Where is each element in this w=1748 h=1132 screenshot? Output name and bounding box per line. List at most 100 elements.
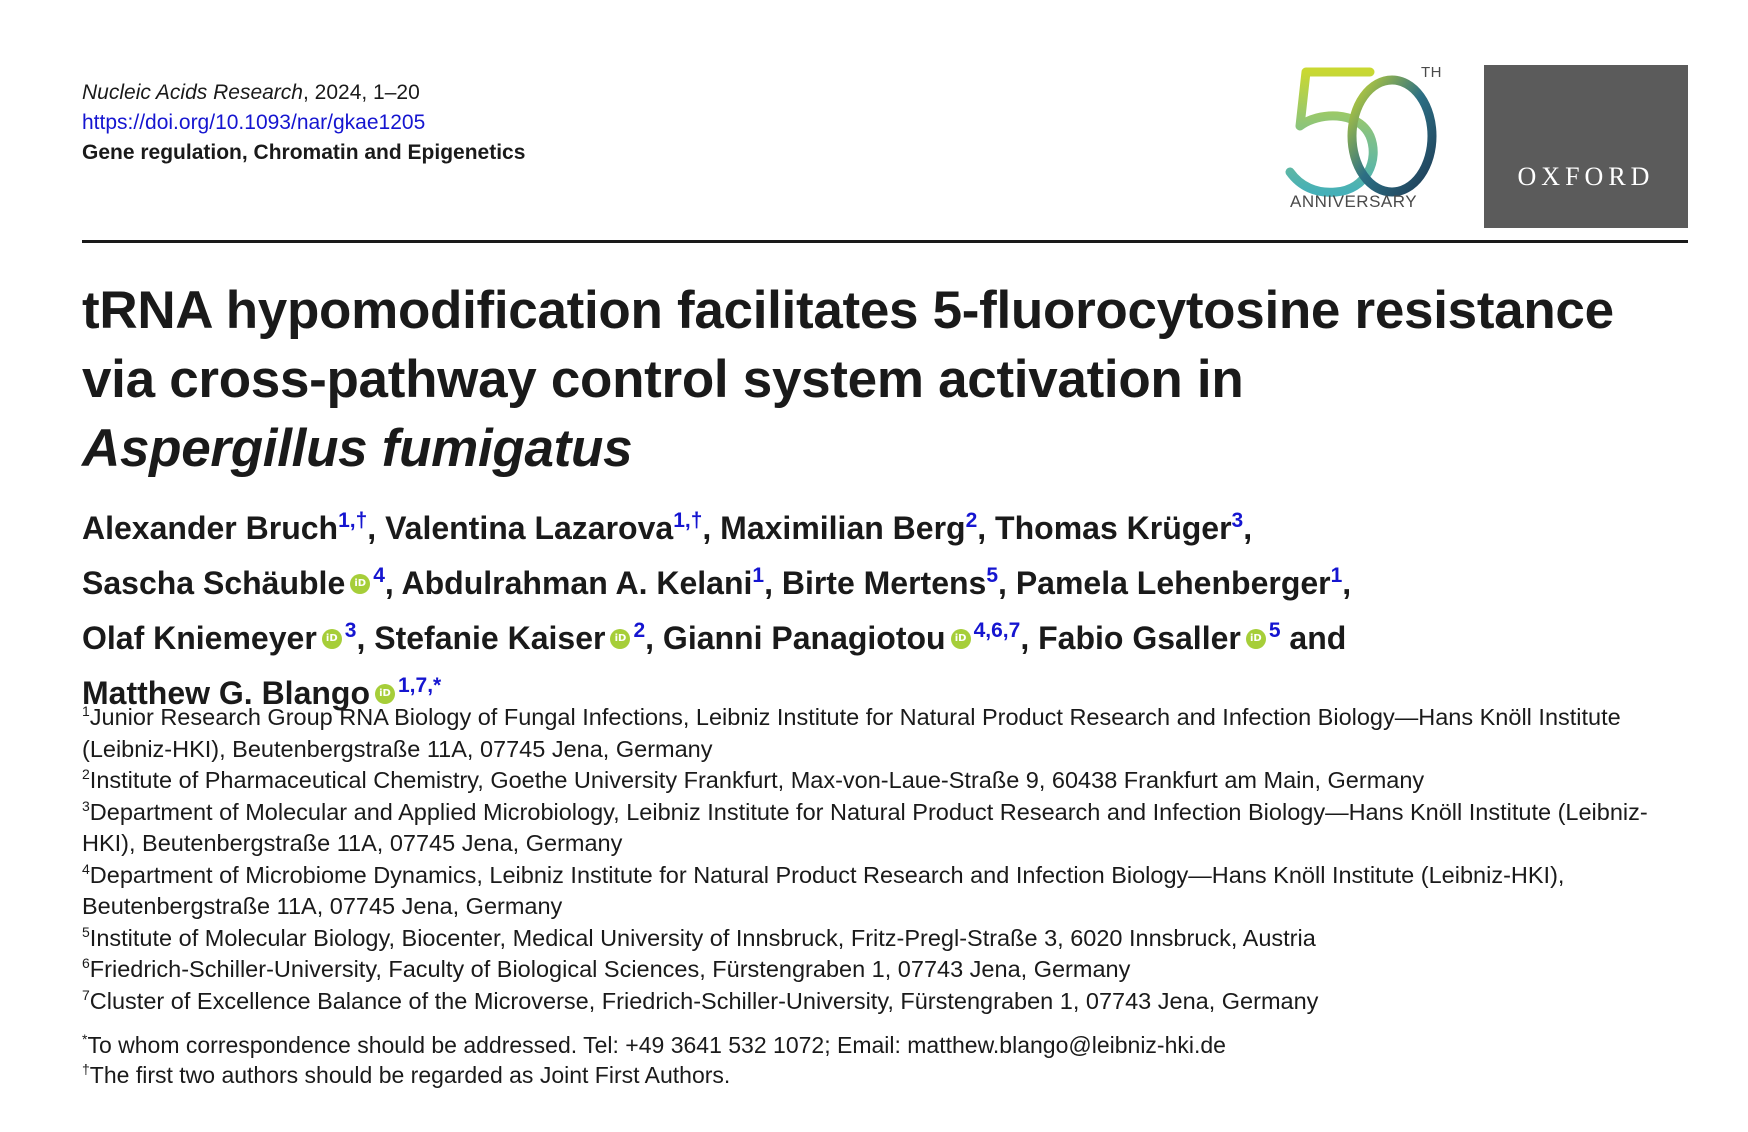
article-page: Nucleic Acids Research, 2024, 1–20 https… [82, 0, 1688, 1132]
author: Gianni Panagiotou iD 4,6,7, [662, 619, 1039, 656]
author-name: Gianni Panagiotou [662, 620, 946, 656]
author-separator: , [1342, 565, 1352, 601]
doi-link[interactable]: https://doi.org/10.1093/nar/gkae1205 [82, 111, 426, 134]
author: Fabio Gsaller iD 5 and [1038, 619, 1347, 656]
affiliation-text: Institute of Molecular Biology, Biocente… [89, 924, 1316, 951]
affiliation-item: 4Department of Microbiome Dynamics, Leib… [82, 860, 1688, 923]
author: Abdulrahman A. Kelani1, [401, 564, 782, 601]
author-affiliation-link[interactable]: 5 [986, 564, 999, 587]
author: Sascha Schäuble iD 4, [82, 564, 402, 601]
anniversary-50-graphic [1285, 67, 1437, 197]
affiliation-list: 1Junior Research Group RNA Biology of Fu… [82, 702, 1688, 1017]
author: Stefanie Kaiser iD 2, [374, 619, 663, 656]
author-name: Olaf Kniemeyer [82, 620, 317, 656]
author-name: Stefanie Kaiser [374, 620, 606, 656]
author-affiliation-link[interactable]: 2 [633, 619, 646, 642]
author-separator: and [1280, 620, 1347, 656]
author-affiliation-link[interactable]: 4,6,7 [973, 619, 1021, 642]
author: Olaf Kniemeyer iD 3, [82, 619, 375, 656]
author-affiliation-link[interactable]: 1,† [338, 509, 368, 532]
50th-anniversary-logo: TH ANNIVERSARY [1278, 64, 1448, 232]
author-name: Alexander Bruch [82, 510, 339, 546]
author-affiliation-link[interactable]: 3 [1231, 509, 1244, 532]
author-separator: , [367, 510, 386, 546]
orcid-icon[interactable]: iD [610, 629, 631, 649]
author-affiliation-link[interactable]: 2 [965, 509, 978, 532]
article-section: Gene regulation, Chromatin and Epigeneti… [82, 141, 526, 164]
author-separator: , [356, 620, 375, 656]
affiliation-item: 6Friedrich-Schiller-University, Faculty … [82, 954, 1688, 986]
author-separator: , [1243, 510, 1253, 546]
anniversary-label: ANNIVERSARY [1290, 192, 1418, 211]
oxford-publisher-logo: OXFORD [1484, 65, 1688, 228]
affiliation-item: 2Institute of Pharmaceutical Chemistry, … [82, 765, 1688, 797]
affiliation-text: Department of Molecular and Applied Micr… [82, 798, 1648, 857]
author-separator: , [977, 510, 996, 546]
affiliation-number: 2 [82, 766, 90, 782]
affiliation-item: 1Junior Research Group RNA Biology of Fu… [82, 702, 1688, 765]
author-separator: , [764, 565, 782, 601]
author-list: Alexander Bruch1,†, Valentina Lazarova1,… [82, 497, 1688, 717]
affiliation-number: 5 [82, 923, 90, 940]
author: Maximilian Berg2, [720, 509, 996, 546]
author: Thomas Krüger3, [995, 509, 1253, 546]
header-divider [82, 240, 1688, 243]
author-affiliation-link[interactable]: 5 [1268, 619, 1281, 642]
oxford-label: OXFORD [1517, 161, 1655, 191]
author-affiliation-link[interactable]: 1 [752, 564, 765, 587]
affiliation-number: 3 [82, 797, 90, 814]
author-name: Pamela Lehenberger [1015, 565, 1331, 601]
author-name: Birte Mertens [781, 565, 987, 601]
author-name: Sascha Schäuble [82, 565, 346, 601]
note-text: To whom correspondence should be address… [87, 1032, 1226, 1058]
article-header: Nucleic Acids Research, 2024, 1–20 https… [82, 64, 1688, 243]
author: Pamela Lehenberger1, [1015, 564, 1352, 601]
article-title-main: tRNA hypomodification facilitates 5-fluo… [82, 281, 1614, 409]
affiliation-item: 5Institute of Molecular Biology, Biocent… [82, 923, 1688, 955]
orcid-icon[interactable]: iD [950, 629, 971, 649]
author-name: Valentina Lazarova [385, 510, 674, 546]
author-note: †The first two authors should be regarde… [82, 1060, 1688, 1090]
article-title-species: Aspergillus fumigatus [82, 419, 633, 478]
author-name: Abdulrahman A. Kelani [401, 565, 753, 601]
affiliation-number: 6 [82, 955, 90, 971]
author-affiliation-link[interactable]: 1,7,* [398, 674, 442, 697]
author-affiliation-link[interactable]: 3 [344, 619, 357, 642]
affiliation-text: Cluster of Excellence Balance of the Mic… [89, 987, 1319, 1014]
author-note: *To whom correspondence should be addres… [82, 1030, 1688, 1060]
author: Alexander Bruch1,†, [82, 509, 386, 546]
author-affiliation-link[interactable]: 1 [1330, 564, 1343, 587]
author-affiliation-link[interactable]: 4 [373, 564, 385, 587]
author-separator: , [702, 510, 721, 546]
journal-name: Nucleic Acids Research [82, 81, 303, 104]
author-notes: *To whom correspondence should be addres… [82, 1030, 1688, 1090]
author-separator: , [1020, 620, 1039, 656]
affiliation-item: 3Department of Molecular and Applied Mic… [82, 797, 1688, 860]
article-title: tRNA hypomodification facilitates 5-fluo… [82, 276, 1688, 483]
author-separator: , [645, 620, 663, 656]
author: Matthew G. Blango iD 1,7,* [82, 674, 442, 711]
orcid-icon[interactable]: iD [1245, 629, 1266, 649]
author-name: Maximilian Berg [720, 510, 966, 546]
affiliation-number: 1 [82, 703, 90, 719]
author-separator: , [998, 565, 1016, 601]
author-separator: , [384, 565, 402, 601]
author-name: Fabio Gsaller [1038, 620, 1241, 656]
orcid-icon[interactable]: iD [350, 574, 371, 594]
affiliation-text: Friedrich-Schiller-University, Faculty o… [89, 956, 1131, 982]
note-mark: * [82, 1031, 88, 1047]
affiliation-number: 7 [82, 986, 90, 1003]
author-affiliation-link[interactable]: 1,† [673, 509, 703, 532]
orcid-icon[interactable]: iD [321, 629, 342, 649]
orcid-icon[interactable]: iD [375, 684, 395, 704]
note-mark: † [82, 1061, 90, 1077]
author: Birte Mertens5, [781, 564, 1016, 601]
affiliation-item: 7Cluster of Excellence Balance of the Mi… [82, 986, 1688, 1018]
affiliation-text: Institute of Pharmaceutical Chemistry, G… [89, 767, 1425, 793]
anniversary-th-label: TH [1421, 64, 1442, 81]
author-name: Matthew G. Blango [82, 675, 370, 711]
author: Valentina Lazarova1,†, [385, 509, 721, 546]
journal-citation: Nucleic Acids Research, 2024, 1–20 [82, 78, 1688, 108]
note-text: The first two authors should be regarded… [89, 1062, 731, 1088]
author-name: Thomas Krüger [995, 510, 1232, 546]
